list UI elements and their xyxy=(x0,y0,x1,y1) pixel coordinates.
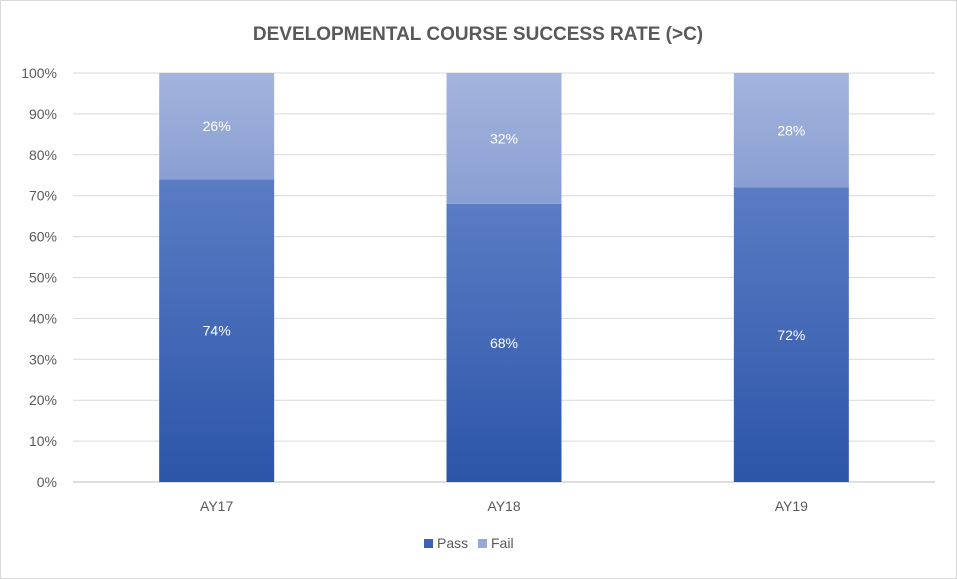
data-label: 72% xyxy=(777,327,805,343)
y-tick-label: 60% xyxy=(29,229,57,245)
y-tick-label: 80% xyxy=(29,147,57,163)
legend-swatch-fail xyxy=(478,539,487,548)
data-label: 26% xyxy=(203,118,231,134)
y-tick-label: 20% xyxy=(29,392,57,408)
x-tick-label: AY17 xyxy=(200,498,233,514)
bar-fail-ay17 xyxy=(159,73,275,180)
y-tick-label: 30% xyxy=(29,351,57,367)
legend: Pass Fail xyxy=(424,535,514,551)
legend-label-fail: Fail xyxy=(491,535,514,551)
y-tick-label: 100% xyxy=(21,65,57,81)
bar-pass-ay17 xyxy=(159,179,275,482)
data-label: 74% xyxy=(203,323,231,339)
y-tick-label: 0% xyxy=(37,474,57,490)
bar-fail-ay18 xyxy=(446,73,562,204)
x-axis: AY17 AY18 AY19 xyxy=(200,498,808,514)
bars: 74% 26% 68% 32% 72% 28% xyxy=(159,73,849,482)
y-tick-label: 70% xyxy=(29,188,57,204)
y-tick-label: 50% xyxy=(29,270,57,286)
bar-pass-ay19 xyxy=(733,187,849,482)
data-label: 28% xyxy=(777,122,805,138)
bar-pass-ay18 xyxy=(446,203,562,482)
legend-label-pass: Pass xyxy=(437,535,468,551)
y-tick-label: 40% xyxy=(29,310,57,326)
x-tick-label: AY18 xyxy=(487,498,520,514)
y-tick-label: 90% xyxy=(29,106,57,122)
x-tick-label: AY19 xyxy=(775,498,808,514)
y-tick-label: 10% xyxy=(29,433,57,449)
bar-fail-ay19 xyxy=(733,73,849,188)
y-axis: 0% 10% 20% 30% 40% 50% 60% 70% 80% 90% 100% xyxy=(21,65,57,490)
legend-swatch-pass xyxy=(424,539,433,548)
data-label: 68% xyxy=(490,335,518,351)
chart-title: DEVELOPMENTAL COURSE SUCCESS RATE (>C) xyxy=(253,24,703,45)
data-label: 32% xyxy=(490,130,518,146)
